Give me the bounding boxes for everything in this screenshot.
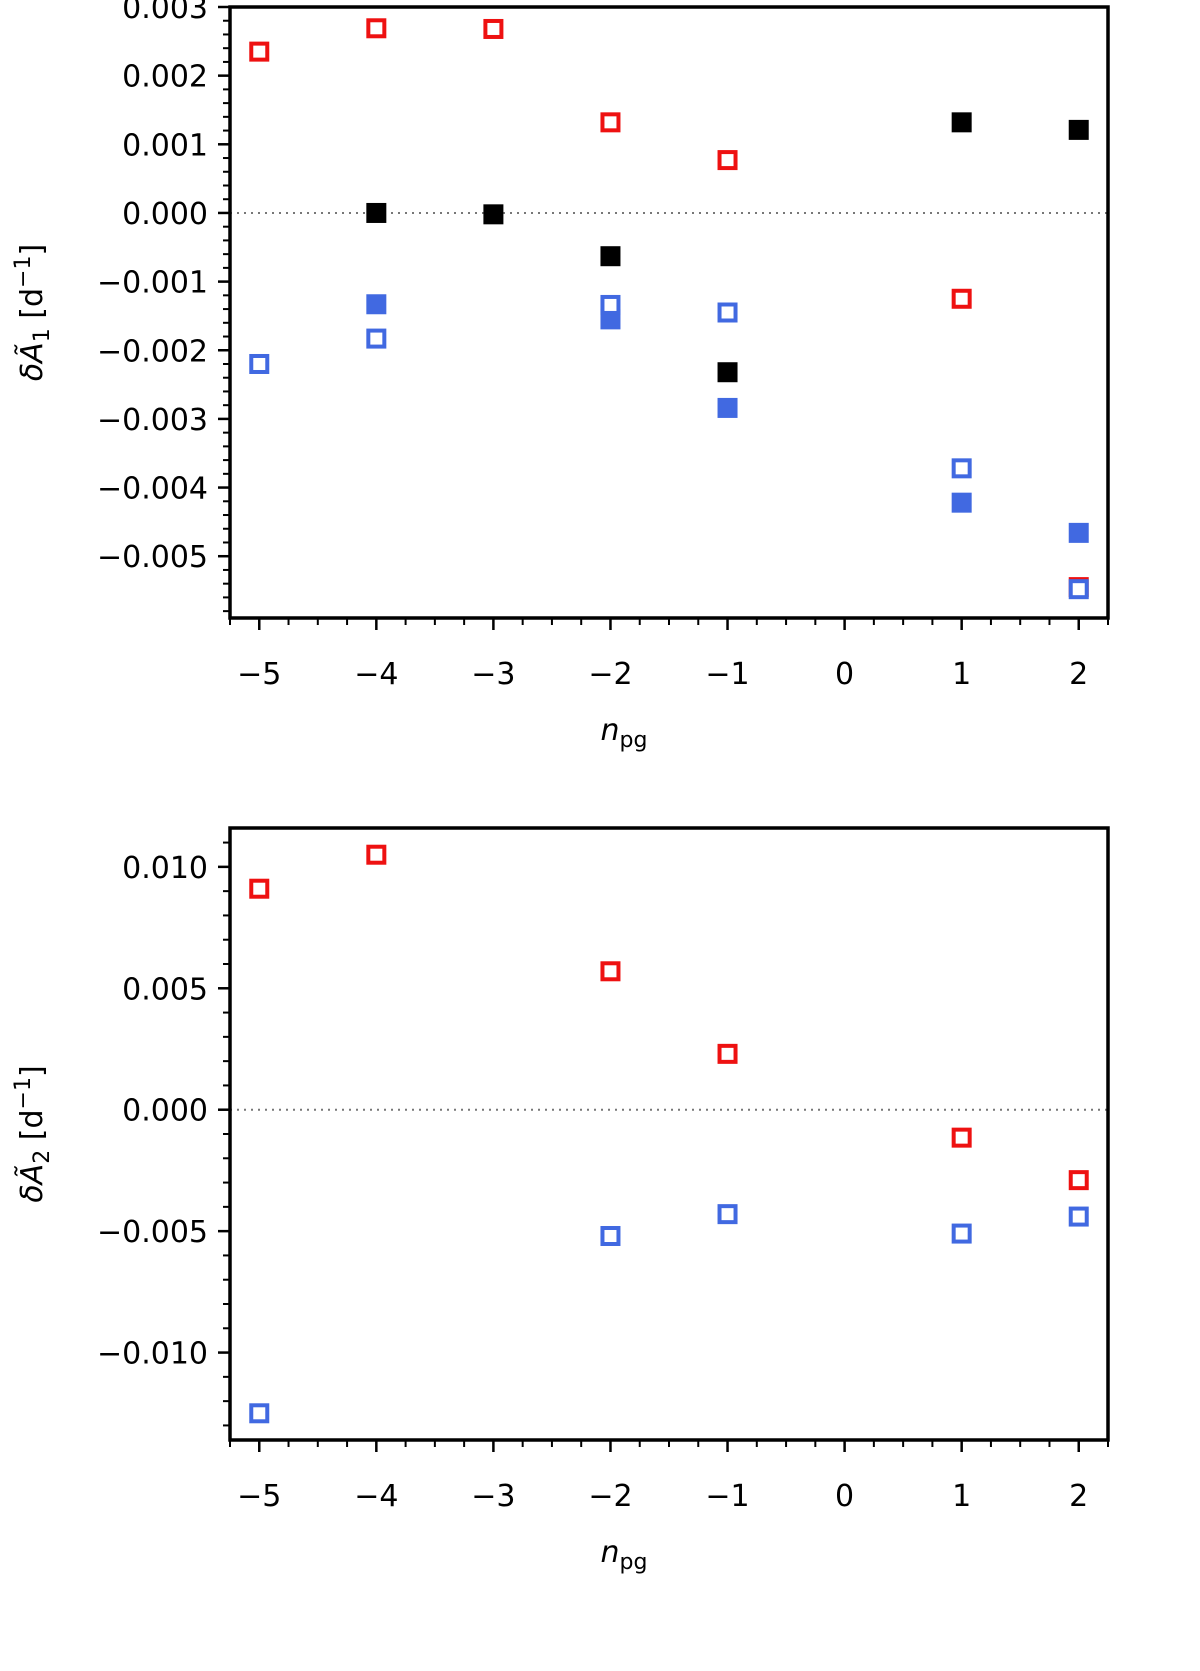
data-point — [717, 1204, 738, 1225]
data-point — [483, 18, 504, 39]
plot-frame — [228, 5, 1110, 620]
bottom-panel: −5 −4 −3 −2 −1 0 1 2 0.010 0.005 0.000 −0.005 −0.010… — [11, 826, 1110, 1575]
data-point — [1068, 1170, 1089, 1191]
x-tick-label: 0 — [835, 1479, 854, 1514]
x-tick-label: −2 — [588, 1479, 632, 1514]
data-point — [249, 1403, 270, 1424]
y-axis-label: δÃ1 [d−1] — [11, 244, 55, 381]
y-tick-label: −0.004 — [97, 472, 208, 507]
x-tick-label: −1 — [705, 1479, 749, 1514]
y-tick-label: 0.001 — [122, 128, 208, 163]
data-point — [249, 878, 270, 899]
data-point — [951, 1223, 972, 1244]
x-tick-label: −5 — [237, 1479, 281, 1514]
data-point — [717, 362, 738, 383]
data-point — [366, 294, 387, 315]
data-point — [366, 202, 387, 223]
top-panel: −5 −4 −3 −2 −1 0 1 2 0.003 0.002 0.001 0.000 −0.001 −… — [11, 0, 1110, 753]
data-point — [600, 112, 621, 133]
data-point — [717, 1043, 738, 1064]
data-point — [1068, 1206, 1089, 1227]
x-tick-label: 2 — [1069, 657, 1088, 692]
data-point — [717, 397, 738, 418]
y-tick-label: −0.010 — [97, 1337, 208, 1372]
data-point — [717, 150, 738, 171]
y-tick-label: 0.010 — [122, 851, 208, 886]
x-axis-label: npg — [601, 1535, 648, 1575]
x-tick-label: 1 — [952, 657, 971, 692]
y-tick-label: 0.003 — [122, 0, 208, 26]
series-red-open — [249, 844, 1089, 1191]
data-point — [1068, 119, 1089, 140]
data-point — [366, 18, 387, 39]
x-tick-label: −2 — [588, 657, 632, 692]
y-axis-label: δÃ2 [d−1] — [11, 1065, 55, 1202]
x-tick-label: 2 — [1069, 1479, 1088, 1514]
data-point — [600, 246, 621, 267]
data-point — [483, 204, 504, 225]
y-tick-label: −0.002 — [97, 334, 208, 369]
y-tick-label: −0.005 — [97, 1215, 208, 1250]
y-tick-label: 0.000 — [122, 1094, 208, 1129]
data-point — [249, 41, 270, 62]
series-blue-open — [249, 1204, 1089, 1424]
data-point — [600, 961, 621, 982]
y-tick-label: −0.003 — [97, 403, 208, 438]
y-tick-label: −0.005 — [97, 540, 208, 575]
data-point — [366, 328, 387, 349]
y-tick-label: −0.001 — [97, 266, 208, 301]
data-point — [600, 1226, 621, 1246]
data-point — [951, 112, 972, 133]
data-point — [249, 353, 270, 374]
plot-frame — [228, 826, 1110, 1442]
x-tick-label: 1 — [952, 1479, 971, 1514]
y-tick-label: 0.002 — [122, 60, 208, 95]
x-tick-label: −3 — [471, 657, 515, 692]
data-point — [600, 294, 621, 315]
data-point — [1068, 522, 1089, 543]
data-point — [717, 302, 738, 323]
data-point — [951, 288, 972, 309]
series-blue-open — [249, 294, 1089, 600]
data-point — [951, 458, 972, 479]
x-tick-label: −4 — [354, 1479, 398, 1514]
x-tick-label: −3 — [471, 1479, 515, 1514]
y-tick-label: 0.000 — [122, 197, 208, 232]
data-point — [366, 844, 387, 865]
data-point — [951, 492, 972, 513]
x-tick-label: −4 — [354, 657, 398, 692]
x-tick-label: −5 — [237, 657, 281, 692]
x-tick-label: −1 — [705, 657, 749, 692]
data-point — [951, 1127, 972, 1148]
series-blue-filled — [366, 294, 1089, 543]
x-tick-label: 0 — [835, 657, 854, 692]
x-axis-label: npg — [601, 713, 648, 753]
data-point — [1068, 579, 1089, 600]
series-black-filled — [366, 112, 1089, 383]
y-tick-label: 0.005 — [122, 972, 208, 1007]
